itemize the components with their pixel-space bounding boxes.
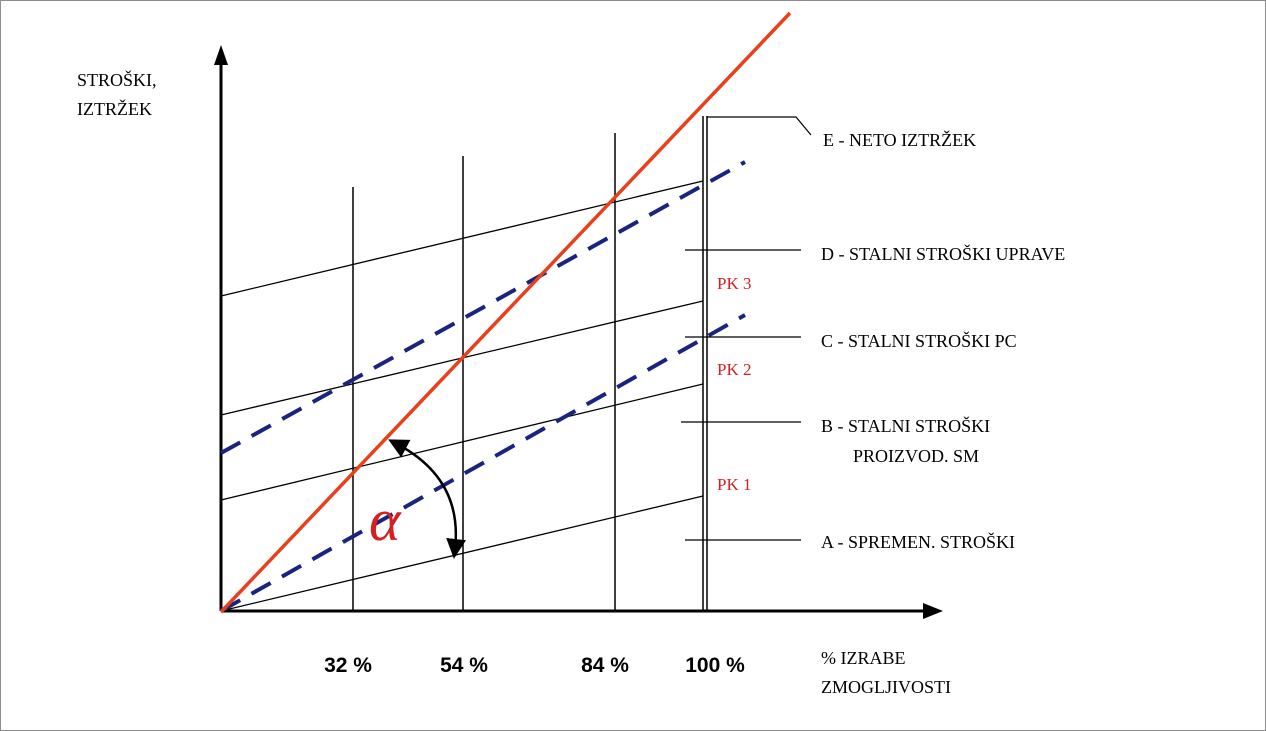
legend-c: C - STALNI STROŠKI PC <box>821 330 1017 351</box>
x-axis-label-line1: % IZRABE <box>821 648 906 668</box>
cost-line-b <box>220 383 704 501</box>
legend-d: D - STALNI STROŠKI UPRAVE <box>821 243 1065 264</box>
x-tick-100: 100 % <box>685 654 745 677</box>
x-tick-54: 54 % <box>440 654 488 677</box>
pk-label-3: PK 3 <box>717 274 751 293</box>
x-axis-arrow <box>923 603 943 619</box>
pk-label-1: PK 1 <box>717 475 751 494</box>
cost-line-d <box>220 180 704 297</box>
revenue-line <box>219 11 792 614</box>
pk-label-2: PK 2 <box>717 360 751 379</box>
dashed-line-upper <box>220 160 746 455</box>
x-axis-label-line2: ZMOGLJIVOSTI <box>821 677 951 697</box>
legend-e: E - NETO IZTRŽEK <box>823 129 976 150</box>
y-axis-label-line1: STROŠKI, <box>77 69 157 90</box>
legend-b-line1: B - STALNI STROŠKI <box>821 415 990 436</box>
y-axis-arrow <box>214 45 228 65</box>
legend-b-line2: PROIZVOD. SM <box>853 446 979 466</box>
y-axis-label-line2: IZTRŽEK <box>77 98 152 119</box>
x-tick-84: 84 % <box>581 654 629 677</box>
dashed-line-lower <box>220 313 746 613</box>
cost-line-a <box>220 495 704 612</box>
angle-arc <box>388 439 467 559</box>
angle-symbol: α <box>369 487 402 553</box>
leader-line-e <box>707 116 812 136</box>
legend-a: A - SPREMEN. STROŠKI <box>821 531 1015 552</box>
x-tick-32: 32 % <box>324 654 372 677</box>
